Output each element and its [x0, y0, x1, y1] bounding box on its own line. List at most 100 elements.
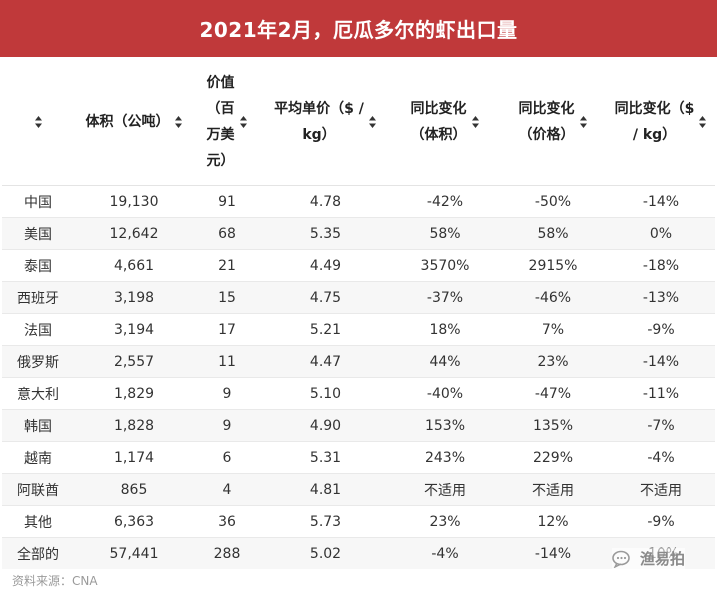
table-cell-volume: 1,829 [74, 377, 194, 410]
table-cell-unit-price: 5.21 [260, 313, 391, 346]
column-header-country[interactable] [2, 59, 74, 186]
table-cell-country: 西班牙 [2, 281, 74, 314]
table-cell-value: 36 [194, 505, 260, 538]
sort-updown-icon[interactable] [579, 115, 588, 129]
table-cell-yoy-volume: 不适用 [391, 473, 499, 506]
table-cell-volume: 3,198 [74, 281, 194, 314]
table-cell-unit-price: 4.75 [260, 281, 391, 314]
column-header-yoy-unit-price[interactable]: 同比变化（$ / kg）同比变化（$ / kg） [607, 59, 715, 186]
table-cell-unit-price: 5.02 [260, 537, 391, 569]
chat-bubble-logo-icon [612, 550, 634, 569]
table-cell-yoy-volume: 18% [391, 313, 499, 346]
header-line: （百 [206, 101, 235, 117]
table-cell-yoy-price: -50% [499, 185, 607, 218]
header-line: 同比变化（$ [614, 101, 695, 117]
sort-updown-icon[interactable] [471, 115, 480, 129]
header-line: 体积（公吨） [85, 114, 170, 130]
table-cell-yoy-unit-price: -9% [607, 313, 715, 346]
table-cell-volume: 2,557 [74, 345, 194, 378]
table-cell-yoy-volume: 153% [391, 409, 499, 442]
table-cell-yoy-unit-price: 不适用 [607, 473, 715, 506]
table-cell-yoy-price: -14% [499, 537, 607, 569]
table-cell-value: 11 [194, 345, 260, 378]
column-header-text: 同比变化 （价格） [519, 96, 575, 148]
table-cell-volume: 57,441 [74, 537, 194, 569]
table-cell-yoy-unit-price: -11% [607, 377, 715, 410]
table-cell-unit-price: 4.81 [260, 473, 391, 506]
watermark-text: 渔易拍 [640, 550, 686, 568]
sort-updown-icon[interactable] [34, 115, 43, 129]
table-cell-volume: 12,642 [74, 217, 194, 250]
table-cell-country: 意大利 [2, 377, 74, 410]
column-header-text: 价值 （百 万美 元） [207, 70, 235, 174]
table-cell-value: 17 [194, 313, 260, 346]
table-cell-yoy-unit-price: -18% [607, 249, 715, 282]
header-line: kg） [302, 127, 336, 143]
table-cell-yoy-volume: 23% [391, 505, 499, 538]
column-header-volume[interactable]: 体积（公吨）体积（公吨） [74, 59, 194, 186]
table-cell-unit-price: 4.78 [260, 185, 391, 218]
table-cell-yoy-volume: -4% [391, 537, 499, 569]
sort-updown-icon[interactable] [698, 115, 707, 129]
table-cell-country: 其他 [2, 505, 74, 538]
table-cell-volume: 1,828 [74, 409, 194, 442]
header-line: 同比变化 [518, 101, 575, 117]
header-line: 价值 [206, 75, 235, 91]
sort-updown-icon[interactable] [239, 115, 248, 129]
table-cell-country: 泰国 [2, 249, 74, 282]
table-cell-yoy-unit-price: -4% [607, 441, 715, 474]
table-cell-country: 中国 [2, 185, 74, 218]
column-header-yoy-price[interactable]: 同比变化 （价格）同比变化 （价格） [499, 59, 607, 186]
table-cell-yoy-price: 23% [499, 345, 607, 378]
table-row: 阿联酋 865 4 4.81 不适用 不适用 不适用 [2, 473, 715, 506]
table-cell-volume: 4,661 [74, 249, 194, 282]
sort-updown-icon[interactable] [174, 115, 183, 129]
column-header-unit-price[interactable]: 平均单价（$ / kg）平均单价（$ / kg） [260, 59, 391, 186]
column-header-text: 同比变化（$ / kg） [615, 96, 695, 148]
table-row: 意大利 1,829 9 5.10 -40% -47% -11% [2, 377, 715, 410]
source-note: 资料来源：CNA [12, 574, 98, 588]
header-line: （体积） [410, 127, 467, 143]
table-cell-yoy-volume: 243% [391, 441, 499, 474]
table-body: 中国 19,130 91 4.78 -42% -50% -14% 美国 12,642 68 5.35… [2, 185, 715, 569]
table-cell-value: 21 [194, 249, 260, 282]
table-cell-yoy-price: -47% [499, 377, 607, 410]
table-cell-country: 全部的 [2, 537, 74, 569]
column-header-yoy-volume[interactable]: 同比变化 （体积）同比变化 （体积） [391, 59, 499, 186]
table-cell-volume: 1,174 [74, 441, 194, 474]
table-row: 美国 12,642 68 5.35 58% 58% 0% [2, 217, 715, 250]
table-cell-unit-price: 4.49 [260, 249, 391, 282]
table-cell-unit-price: 4.47 [260, 345, 391, 378]
table-cell-yoy-unit-price: -13% [607, 281, 715, 314]
table-cell-unit-price: 5.73 [260, 505, 391, 538]
table-cell-value: 288 [194, 537, 260, 569]
table-row: 越南 1,174 6 5.31 243% 229% -4% [2, 441, 715, 474]
table-cell-yoy-volume: -42% [391, 185, 499, 218]
table-cell-yoy-volume: 58% [391, 217, 499, 250]
table-cell-yoy-volume: 44% [391, 345, 499, 378]
column-header-text: 平均单价（$ / kg） [274, 96, 364, 148]
table-row: 法国 3,194 17 5.21 18% 7% -9% [2, 313, 715, 346]
header-line: 平均单价（$ / [274, 101, 364, 117]
table-cell-volume: 19,130 [74, 185, 194, 218]
column-header-text: 体积（公吨） [86, 109, 170, 135]
table-cell-unit-price: 5.31 [260, 441, 391, 474]
page-title: 2021年2月，厄瓜多尔的虾出口量 [199, 18, 518, 42]
table-row: 其他 6,363 36 5.73 23% 12% -9% [2, 505, 715, 538]
table-cell-country: 美国 [2, 217, 74, 250]
table-row: 西班牙 3,198 15 4.75 -37% -46% -13% [2, 281, 715, 314]
table-cell-volume: 3,194 [74, 313, 194, 346]
table-cell-yoy-volume: -37% [391, 281, 499, 314]
table-cell-country: 阿联酋 [2, 473, 74, 506]
table-cell-unit-price: 4.90 [260, 409, 391, 442]
table-cell-yoy-price: 2915% [499, 249, 607, 282]
header-line: 同比变化 [410, 101, 467, 117]
table-cell-yoy-unit-price: -9% [607, 505, 715, 538]
sort-updown-icon[interactable] [368, 115, 377, 129]
table-cell-volume: 6,363 [74, 505, 194, 538]
table-row: 韩国 1,828 9 4.90 153% 135% -7% [2, 409, 715, 442]
table-row: 泰国 4,661 21 4.49 3570% 2915% -18% [2, 249, 715, 282]
title-bar: 2021年2月，厄瓜多尔的虾出口量 [0, 0, 717, 57]
